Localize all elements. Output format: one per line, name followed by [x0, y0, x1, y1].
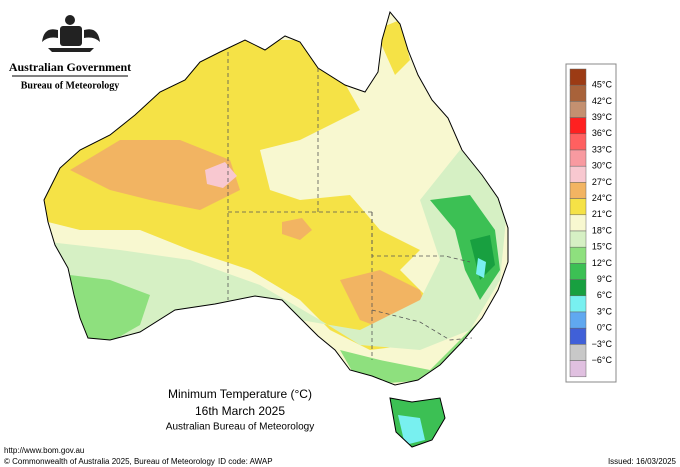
state-borders — [227, 52, 473, 360]
legend-swatch — [569, 165, 587, 183]
legend-swatch — [569, 198, 587, 216]
coastline — [43, 10, 509, 448]
legend-label: 15°C — [592, 242, 613, 252]
legend-label: 9°C — [597, 274, 613, 284]
legend-swatch — [569, 279, 587, 297]
legend-swatch — [569, 133, 587, 151]
legend-label: −3°C — [592, 339, 613, 349]
legend-swatch — [569, 84, 587, 102]
legend-label: 36°C — [592, 128, 613, 138]
legend-label: 42°C — [592, 96, 613, 106]
map-source: Australian Bureau of Meteorology — [166, 422, 314, 433]
legend-label: 12°C — [592, 258, 613, 268]
legend-label: 3°C — [597, 306, 613, 316]
map-title: Minimum Temperature (°C) — [168, 387, 312, 401]
legend-label: 24°C — [592, 193, 613, 203]
footer-issued: Issued: 16/03/2025 — [608, 457, 677, 466]
legend-label: 21°C — [592, 209, 613, 219]
legend: 45°C 42°C 39°C 36°C 33°C 30°C 27°C 24°C 21°C 18°C… — [569, 68, 613, 378]
legend-swatch — [569, 117, 587, 135]
legend-label: 6°C — [597, 290, 613, 300]
legend-swatch — [569, 295, 587, 313]
legend-label: 18°C — [592, 225, 613, 235]
legend-swatch — [569, 182, 587, 199]
legend-label: 45°C — [592, 80, 613, 90]
legend-label: 0°C — [597, 323, 613, 333]
legend-swatch — [569, 230, 587, 248]
footer-url: http://www.bom.gov.au — [4, 446, 84, 455]
legend-swatch — [569, 246, 587, 264]
agency: Australian Government — [9, 60, 131, 74]
crest — [42, 15, 100, 52]
legend-label: −6°C — [592, 355, 613, 365]
legend-swatch — [569, 149, 587, 167]
bureau: Bureau of Meteorology — [21, 80, 120, 91]
legend-label: 27°C — [592, 177, 613, 187]
legend-swatch — [569, 344, 587, 361]
legend-swatch — [569, 68, 587, 86]
legend-swatch — [569, 327, 587, 345]
legend-label: 30°C — [592, 161, 613, 171]
legend-label: 33°C — [592, 144, 613, 154]
legend-swatch — [569, 101, 587, 118]
map-date: 16th March 2025 — [195, 404, 285, 418]
footer-id: ID code: AWAP — [218, 457, 273, 466]
footer-copyright: © Commonwealth of Australia 2025, Bureau… — [4, 457, 215, 466]
legend-swatch — [569, 311, 587, 329]
legend-label: 39°C — [592, 112, 613, 122]
legend-swatch — [569, 263, 587, 280]
legend-swatch — [569, 360, 587, 378]
legend-swatch — [569, 214, 587, 232]
